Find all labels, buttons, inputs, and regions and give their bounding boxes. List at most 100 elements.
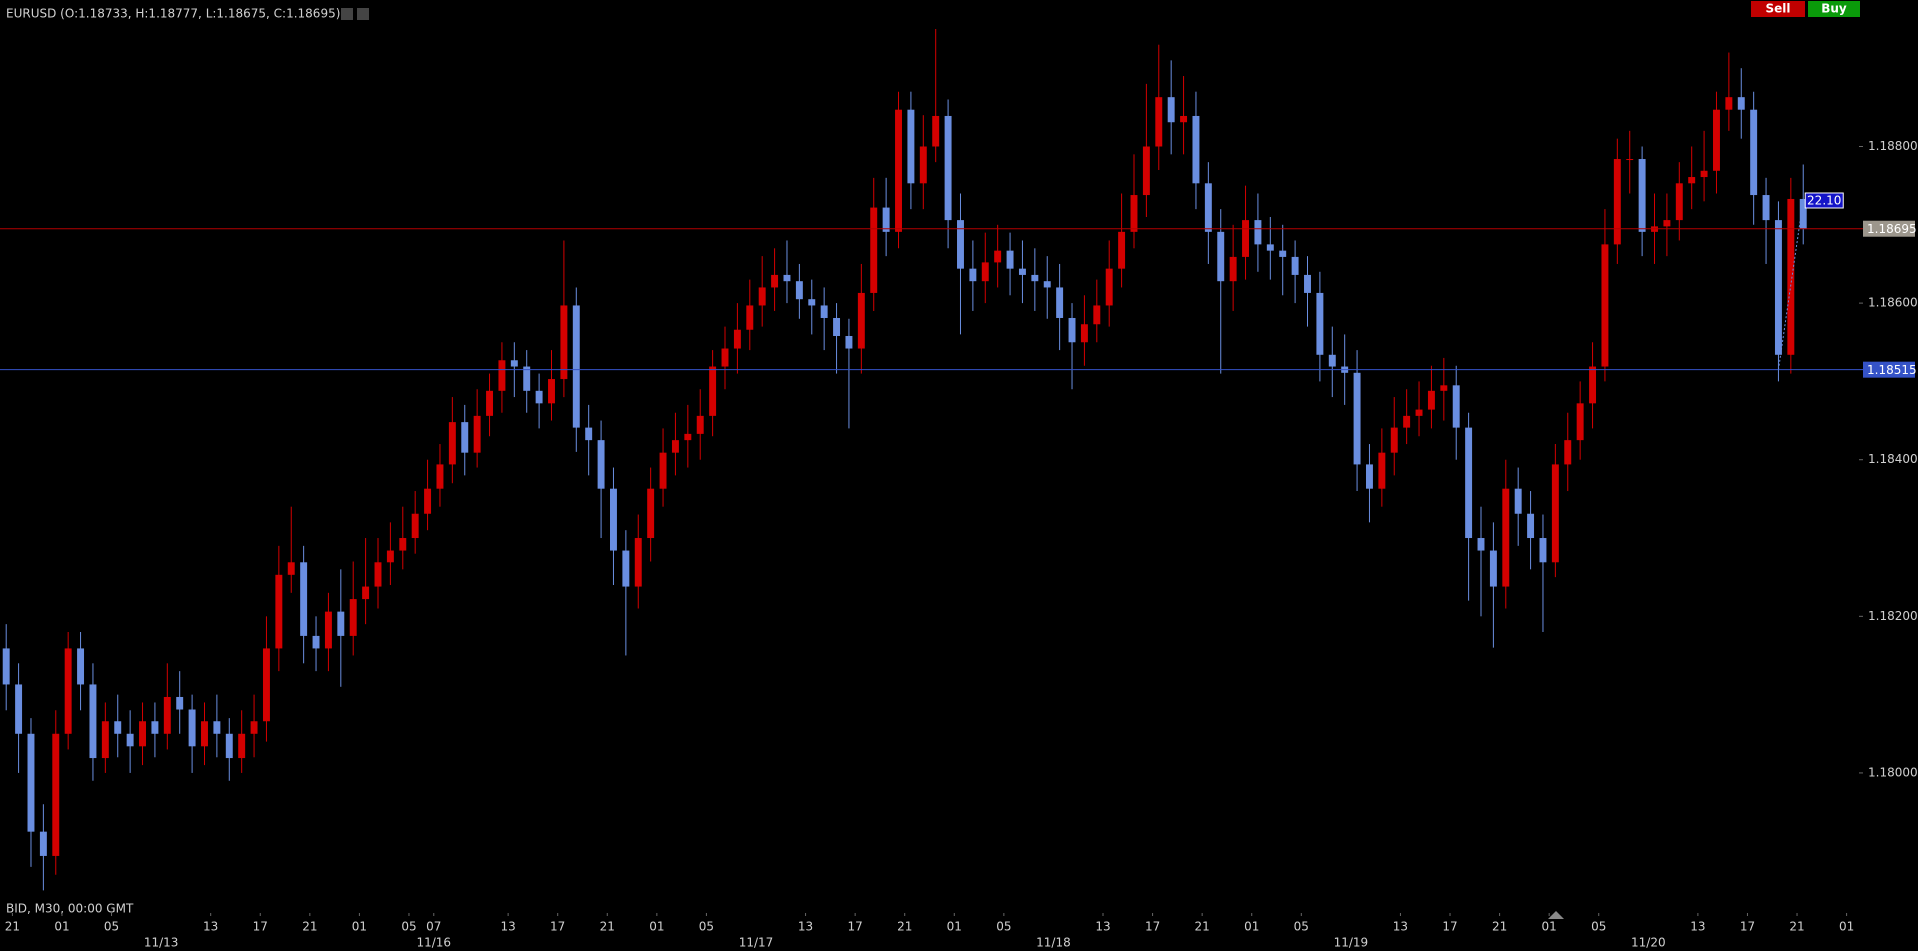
candle-body [560,305,568,380]
candle-body [684,433,692,441]
x-tick-label: 21 [600,920,615,934]
date-label: 11/17 [739,936,774,950]
candle-body [609,488,617,551]
candle-body [1737,97,1745,110]
x-tick-label: 07 [426,920,441,934]
x-tick-label: 13 [1095,920,1110,934]
refresh-icon[interactable] [357,8,369,20]
x-tick-label: 21 [897,920,912,934]
buy-label[interactable]: Buy [1821,2,1847,16]
candle-body [1031,274,1039,282]
candle-body [1514,488,1522,514]
settings-icon[interactable] [341,8,353,20]
candle-body [1576,403,1584,441]
price-label: 1.18695 [1867,222,1917,236]
candle-body [1180,115,1188,123]
price-label: 1.18515 [1867,363,1917,377]
candle-body [287,562,295,575]
candle-body [1527,513,1535,539]
candle-body [1427,390,1435,410]
candle-body [362,586,370,600]
candle-body [659,452,667,489]
candle-body [981,262,989,282]
candle-body [1006,250,1014,269]
candle-body [461,422,469,453]
candle-body [709,366,717,416]
x-tick-label: 01 [947,920,962,934]
candle-body [1675,183,1683,221]
x-tick-label: 17 [1442,920,1457,934]
candle-body [151,721,159,734]
candle-body [845,335,853,349]
candle-body [882,207,890,232]
x-tick-label: 13 [1393,920,1408,934]
candle-body [1192,115,1200,184]
x-tick-label: 17 [1145,920,1160,934]
scroll-marker[interactable] [1548,911,1564,919]
sell-label[interactable]: Sell [1765,2,1790,16]
candle-body [213,721,221,734]
candle-body [1688,177,1696,184]
buy-button[interactable] [1808,1,1860,17]
candle-body [275,574,283,649]
annotation-label: 22.10 [1807,194,1841,208]
candle-body [1725,97,1733,110]
candle-body [436,464,444,489]
candle-body [1390,427,1398,453]
sell-button[interactable] [1751,1,1805,17]
candle-body [1167,97,1175,123]
candle-body [535,390,543,404]
candle-body [1353,372,1361,465]
date-label: 11/18 [1036,936,1071,950]
candle-body [932,115,940,147]
date-label: 11/13 [144,936,179,950]
candle-body [1105,268,1113,306]
candle-body [1489,550,1497,587]
candle-body [1093,305,1101,325]
candle-body [225,733,233,759]
candle-body [721,348,729,367]
candle-body [1155,97,1163,147]
candle-body [1018,268,1026,275]
candle-body [2,648,10,685]
candle-body [1080,324,1088,343]
candle-body [262,648,270,722]
y-tick-label: 1.18000 [1868,765,1918,779]
date-label: 11/16 [416,936,451,950]
candle-body [1750,109,1758,196]
x-tick-label: 05 [1294,920,1309,934]
candle-body [523,366,531,391]
candle-body [1403,415,1411,428]
candle-body [957,220,964,269]
x-tick-label: 01 [1839,920,1854,934]
candle-body [833,317,841,336]
candle-body [597,440,605,489]
x-tick-label: 13 [203,920,218,934]
candle-body [919,146,927,184]
candle-body [1415,409,1423,416]
candle-body [758,287,766,306]
y-tick-label: 1.18800 [1868,139,1918,153]
candle-body [1242,220,1250,257]
candle-body [39,831,47,856]
candle-body [238,733,246,759]
candle-body [510,360,518,367]
x-tick-label: 05 [699,920,714,934]
candle-body [114,721,122,734]
x-tick-label: 05 [104,920,119,934]
candle-body [1328,354,1336,367]
x-tick-label: 01 [1244,920,1259,934]
candle-body [771,274,779,288]
candle-body [585,427,593,441]
candle-body [795,281,803,300]
candle-body [1204,183,1212,232]
candle-body [696,415,704,434]
candle-body [399,538,407,551]
x-tick-label: 17 [1740,920,1755,934]
date-label: 11/19 [1334,936,1369,950]
candle-body [1142,146,1150,196]
x-tick-label: 05 [996,920,1011,934]
candle-body [994,250,1002,263]
